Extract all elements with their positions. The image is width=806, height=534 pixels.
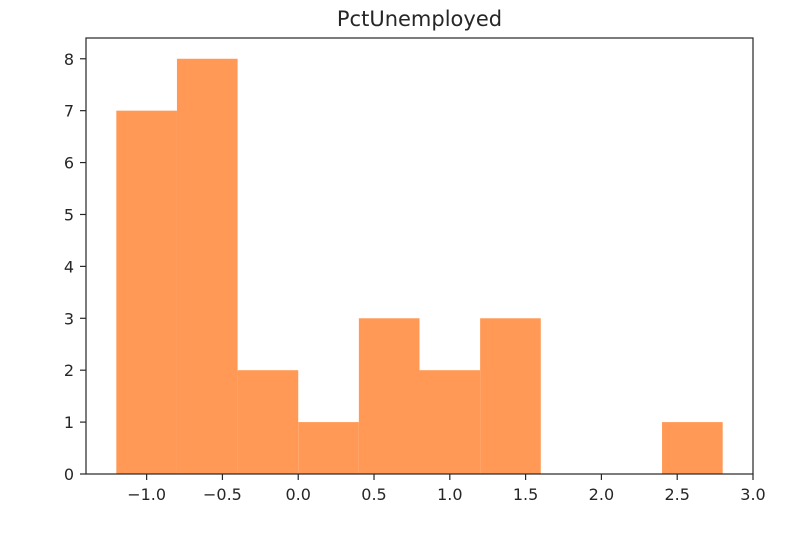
histogram-bar-4: [358, 318, 420, 474]
y-tick-label-2: 2: [64, 361, 74, 380]
y-tick-label-4: 4: [64, 257, 74, 276]
y-tick-label-1: 1: [64, 413, 74, 432]
histogram-bar-5: [419, 370, 481, 474]
y-tick-label-6: 6: [64, 154, 74, 173]
histogram-bar-1: [176, 58, 238, 475]
x-tick-label-4: 1.0: [437, 485, 462, 504]
y-tick-label-8: 8: [64, 50, 74, 69]
histogram-bar-9: [662, 422, 723, 474]
y-tick-label-0: 0: [64, 465, 74, 484]
x-tick-label-1: −0.5: [203, 485, 242, 504]
histogram-bar-0: [116, 110, 177, 475]
x-tick-label-6: 2.0: [589, 485, 614, 504]
bars-layer: [116, 58, 723, 475]
histogram-bar-6: [480, 318, 541, 474]
plot-frame: [85, 37, 754, 475]
x-tick-label-8: 3.0: [740, 485, 765, 504]
x-tick-label-5: 1.5: [513, 485, 538, 504]
x-tick-label-7: 2.5: [664, 485, 689, 504]
chart-title: PctUnemployed: [337, 7, 502, 31]
x-tick-label-2: 0.0: [286, 485, 311, 504]
y-tick-label-3: 3: [64, 309, 74, 328]
ticks-layer: −1.0 −0.5 0.0 0.5 1.0 1.5 2.0 2.5 3.0 0 1 2 3 4 5 6 7 8: [64, 50, 766, 504]
x-tick-label-3: 0.5: [361, 485, 386, 504]
histogram-bar-3: [298, 422, 359, 474]
y-tick-label-7: 7: [64, 102, 74, 121]
y-tick-label-5: 5: [64, 205, 74, 224]
histogram-bar-2: [237, 370, 299, 474]
x-tick-label-0: −1.0: [127, 485, 166, 504]
